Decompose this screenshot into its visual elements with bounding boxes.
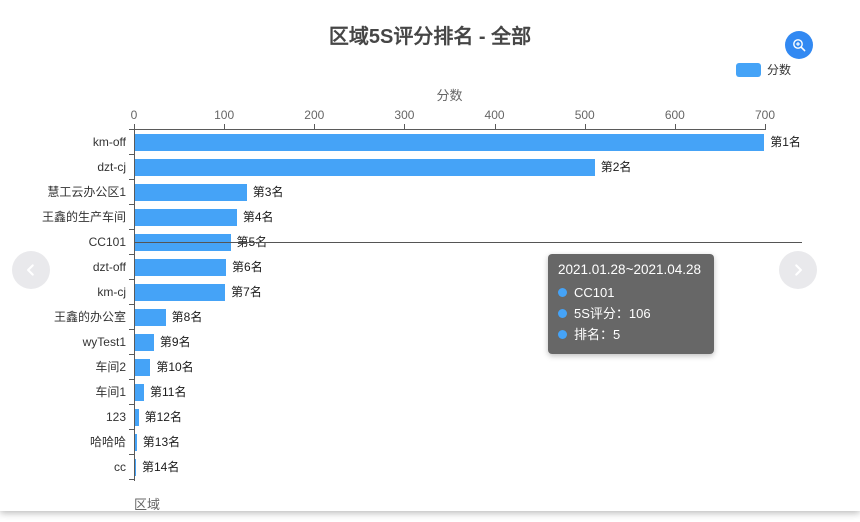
y-axis-tick (129, 304, 134, 305)
bar-rank-label: 第8名 (171, 310, 203, 324)
y-axis-tick (129, 379, 134, 380)
bar-rank-label: 第11名 (150, 385, 187, 399)
bar-rank-label: 第7名 (231, 285, 262, 299)
next-button[interactable] (779, 251, 817, 289)
magnifier-plus-icon (792, 38, 805, 51)
legend-item-score[interactable]: 分数 (736, 61, 791, 78)
bar[interactable] (135, 309, 166, 326)
axis-pointer-line (134, 242, 802, 243)
bar[interactable] (135, 359, 151, 376)
category-label: wyTest1 (82, 335, 126, 349)
series-dot-icon (558, 330, 567, 339)
bar[interactable] (135, 459, 136, 476)
series-dot-icon (558, 288, 567, 297)
y-axis-tick (129, 204, 134, 205)
legend-label: 分数 (767, 63, 792, 77)
y-axis-name: 区域 (134, 497, 161, 512)
bar-rank-label: 第12名 (144, 410, 182, 424)
tooltip-item: 5S评分：106 (558, 303, 701, 324)
category-label: km-off (92, 135, 126, 149)
bar-rank-label: 第10名 (156, 360, 194, 374)
bar[interactable] (135, 434, 137, 451)
prev-button[interactable] (12, 251, 50, 289)
bar[interactable] (135, 284, 226, 301)
chart-card: 区域5S评分排名 - 全部 分数 分数 区域 0 100 200 300 400 500 6… (12, 26, 817, 512)
legend-swatch-icon (736, 62, 761, 77)
tooltip-area-name: CC101 (574, 285, 615, 300)
y-axis-tick (129, 454, 134, 455)
category-label: dzt-cj (97, 160, 126, 174)
x-axis-tick-label: 700 (754, 108, 776, 122)
bar[interactable] (135, 159, 595, 176)
y-axis-tick (129, 404, 134, 405)
category-label: 王鑫的生产车间 (41, 210, 126, 224)
zoom-in-button[interactable] (785, 31, 813, 59)
bar[interactable] (135, 209, 237, 226)
y-axis-tick (129, 279, 134, 280)
y-axis-tick (129, 254, 134, 255)
x-axis-tick (314, 124, 316, 129)
bar[interactable] (135, 409, 139, 426)
y-axis-tick (129, 179, 134, 180)
x-axis-tick-label: 100 (214, 108, 235, 122)
category-label: 哈哈哈 (89, 435, 126, 449)
y-axis-tick (129, 329, 134, 330)
chevron-left-icon (27, 264, 34, 276)
x-axis-tick-label: 0 (130, 108, 138, 122)
bar[interactable] (135, 184, 247, 201)
bar-rank-label: 第13名 (142, 435, 181, 449)
tooltip: 2021.01.28~2021.04.28 CC101 5S评分：106 排名：… (548, 254, 715, 354)
category-label: CC101 (88, 235, 126, 249)
y-axis-tick (129, 229, 134, 230)
bar-rank-label: 第2名 (600, 160, 632, 174)
x-axis-line (134, 129, 766, 130)
category-label: 王鑫的办公室 (53, 310, 126, 324)
bar-rank-label: 第1名 (770, 135, 801, 149)
x-axis-tick (134, 124, 135, 129)
chart-title: 区域5S评分排名 - 全部 (328, 26, 532, 48)
x-axis-tick-label: 600 (664, 108, 685, 122)
tooltip-rank: 排名：5 (574, 327, 621, 342)
x-axis-tick (674, 124, 676, 129)
bar-rank-label: 第6名 (232, 260, 263, 274)
x-axis-tick-label: 500 (574, 108, 595, 122)
bar[interactable] (135, 334, 154, 351)
category-label: 123 (105, 410, 126, 424)
x-axis-tick (765, 124, 766, 129)
bar-rank-label: 第9名 (159, 335, 191, 349)
bar-rank-label: 第3名 (252, 185, 284, 199)
y-axis-tick (129, 354, 134, 355)
tooltip-score: 5S评分：106 (574, 306, 651, 321)
x-axis-tick (404, 124, 406, 129)
category-label: 车间1 (95, 385, 126, 399)
y-axis-line (134, 129, 135, 481)
x-axis-name: 分数 (436, 88, 463, 103)
bar-rank-label: 第14名 (142, 460, 180, 474)
bar[interactable] (135, 259, 227, 276)
tooltip-item: 排名：5 (558, 324, 701, 345)
x-axis-tick (224, 124, 226, 129)
category-label: 车间2 (95, 360, 126, 374)
x-axis-tick-label: 200 (304, 108, 325, 122)
y-axis-tick (129, 429, 134, 430)
category-label: km-cj (97, 285, 126, 299)
bar[interactable] (135, 134, 765, 151)
category-label: cc (114, 460, 126, 474)
category-label: dzt-off (92, 260, 126, 274)
tooltip-item: CC101 (558, 282, 701, 303)
tooltip-date-range: 2021.01.28~2021.04.28 (558, 262, 702, 277)
bar[interactable] (135, 384, 144, 401)
bar-rank-label: 第4名 (242, 210, 274, 224)
category-label: 慧工云办公区1 (47, 185, 126, 199)
x-axis-tick (494, 124, 496, 129)
y-axis-tick (129, 479, 134, 480)
chevron-right-icon (795, 264, 802, 276)
x-axis-tick-label: 400 (484, 108, 505, 122)
series-dot-icon (558, 309, 567, 318)
x-axis-tick (584, 124, 586, 129)
x-axis-tick-label: 300 (394, 108, 415, 122)
y-axis-tick (129, 154, 134, 155)
y-axis-tick (129, 129, 134, 130)
